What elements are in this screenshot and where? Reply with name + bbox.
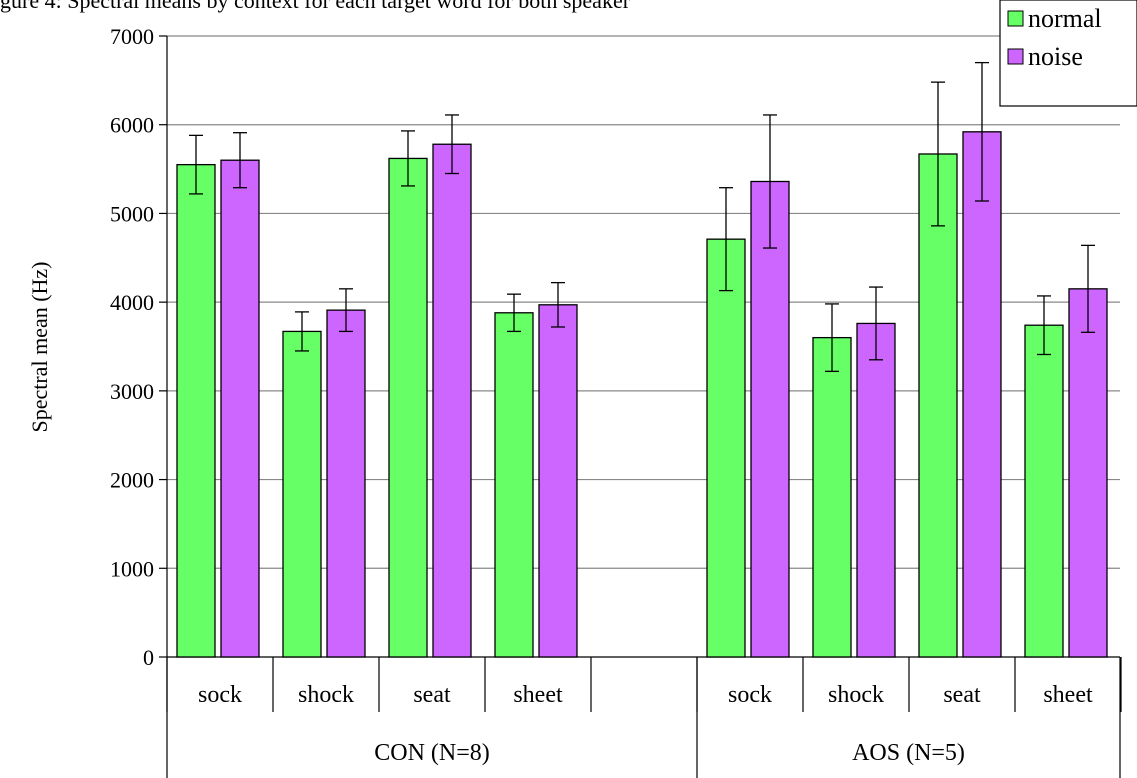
bar-normal xyxy=(282,330,322,658)
error-bars xyxy=(189,61,1095,372)
x-category-label: sock xyxy=(198,682,242,708)
y-axis-label: Spectral mean (Hz) xyxy=(27,261,52,432)
y-tick-label: 5000 xyxy=(110,201,154,226)
y-tick-label: 7000 xyxy=(110,24,154,49)
bar-normal xyxy=(918,153,958,658)
bar-normal xyxy=(176,163,216,658)
x-category-label: shock xyxy=(298,682,354,708)
bar-normal xyxy=(494,312,534,658)
bar-noise xyxy=(220,159,260,658)
x-category-label: seat xyxy=(413,682,451,708)
bar-noise xyxy=(326,309,366,658)
y-tick-label: 3000 xyxy=(110,379,154,404)
legend-label-noise: noise xyxy=(1028,42,1083,71)
group-label: CON (N=8) xyxy=(374,740,490,766)
x-category-label: sheet xyxy=(513,682,563,708)
x-category-label: sock xyxy=(728,682,772,708)
legend-swatch-noise xyxy=(1007,48,1024,65)
bar-normal xyxy=(812,336,852,658)
bar-noise xyxy=(538,304,578,658)
x-category-label: seat xyxy=(943,682,981,708)
bar-noise xyxy=(750,180,790,658)
x-axis-labels: sock shock seat sheet CON (N=8) sock shock seat… xyxy=(198,682,1093,766)
bar-normal xyxy=(706,238,746,658)
bar-noise xyxy=(1068,288,1108,658)
y-tick-label: 4000 xyxy=(110,290,154,315)
bar-normal xyxy=(388,157,428,658)
y-tick-label: 6000 xyxy=(110,113,154,138)
x-category-label: sheet xyxy=(1043,682,1093,708)
bar-noise xyxy=(856,322,896,658)
figure-caption: gure 4: Spectral means by context for ea… xyxy=(0,0,631,13)
axes: 0 1000 2000 3000 4000 5000 6000 7000 xyxy=(110,24,1122,778)
y-tick-label: 0 xyxy=(143,645,154,670)
y-tick-label: 1000 xyxy=(110,556,154,581)
bar-noise xyxy=(432,143,472,658)
y-tick-label: 2000 xyxy=(110,468,154,493)
group-label: AOS (N=5) xyxy=(852,740,965,766)
legend: normal noise xyxy=(999,0,1137,107)
gridlines xyxy=(167,35,1120,569)
x-category-label: shock xyxy=(828,682,884,708)
bars xyxy=(176,131,1108,658)
bar-noise xyxy=(962,131,1002,658)
legend-swatch-normal xyxy=(1007,10,1024,27)
legend-label-normal: normal xyxy=(1028,4,1102,33)
bar-normal xyxy=(1024,324,1064,658)
